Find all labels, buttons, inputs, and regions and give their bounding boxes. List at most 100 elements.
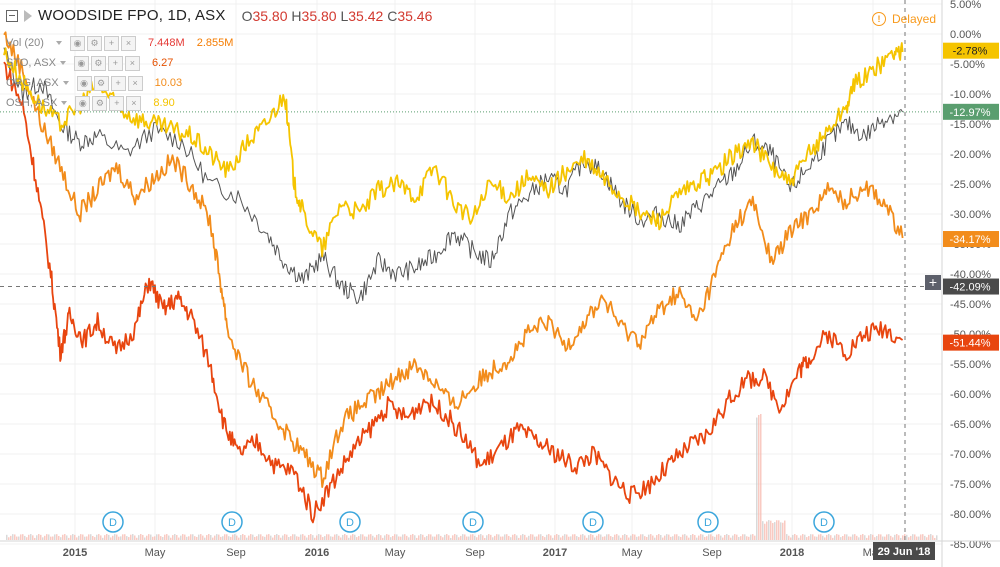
volume-bar: [130, 534, 132, 540]
volume-bar: [580, 534, 582, 540]
volume-bar: [868, 535, 870, 540]
volume-bar: [718, 534, 720, 540]
volume-bar: [406, 535, 408, 540]
volume-bar: [626, 534, 628, 540]
end-label-osh: -2.78%: [943, 42, 999, 59]
x-tick-label: Sep: [702, 547, 722, 559]
eye-icon[interactable]: ◉: [70, 35, 85, 51]
volume-bar: [344, 534, 346, 540]
dividend-marker: D: [102, 511, 124, 533]
volume-bar: [758, 414, 760, 540]
volume-bar: [182, 534, 184, 540]
volume-bar: [196, 536, 198, 540]
volume-bar: [148, 534, 150, 540]
volume-bar: [264, 536, 266, 540]
legend-row[interactable]: Vol (20) ◉ ⚙ + × 7.448M 2.855M: [6, 33, 233, 53]
volume-bar: [814, 536, 816, 540]
eye-icon[interactable]: ◉: [73, 55, 89, 71]
volume-bar: [652, 535, 654, 540]
volume-bar: [430, 534, 432, 540]
delayed-indicator[interactable]: ! Delayed: [871, 12, 936, 26]
chevron-down-icon[interactable]: [62, 81, 69, 85]
volume-bar: [212, 537, 214, 540]
gear-icon[interactable]: ⚙: [90, 55, 106, 71]
volume-bar: [662, 537, 664, 540]
volume-bar: [54, 534, 56, 540]
chevron-down-icon[interactable]: [56, 41, 62, 45]
volume-bar: [342, 534, 344, 540]
plus-icon[interactable]: +: [110, 75, 126, 91]
gear-icon[interactable]: ⚙: [87, 35, 102, 51]
close-icon[interactable]: ×: [124, 55, 140, 71]
chevron-down-icon[interactable]: [61, 101, 68, 105]
plus-icon[interactable]: +: [107, 55, 123, 71]
volume-bar: [856, 535, 858, 540]
add-crosshair-button[interactable]: +: [925, 275, 941, 290]
volume-bar: [208, 534, 210, 540]
volume-bar: [78, 535, 80, 540]
volume-bar: [716, 534, 718, 540]
legend-buttons: ◉ ⚙ + ×: [73, 55, 140, 71]
dividend-circle: [102, 511, 124, 533]
volume-bar: [922, 534, 924, 540]
legend-row[interactable]: ORG, ASX ◉ ⚙ + × 10.03: [6, 73, 233, 93]
volume-bar: [916, 536, 918, 540]
volume-bar: [686, 535, 688, 540]
eye-icon[interactable]: ◉: [76, 75, 92, 91]
gear-icon[interactable]: ⚙: [93, 75, 109, 91]
volume-bar: [732, 535, 734, 540]
flag-icon[interactable]: [24, 9, 32, 22]
eye-icon[interactable]: ◉: [75, 95, 91, 111]
volume-bar: [828, 534, 830, 540]
volume-bar: [436, 534, 438, 540]
volume-bar: [684, 534, 686, 540]
end-label-org: -34.17%: [943, 231, 999, 248]
close-icon[interactable]: ×: [127, 75, 143, 91]
x-tick-label: May: [622, 547, 643, 559]
volume-bar: [360, 534, 362, 540]
volume-bar: [458, 537, 460, 540]
series-line-org: [3, 31, 904, 488]
volume-bar: [600, 534, 602, 540]
volume-bar: [364, 536, 366, 540]
end-label-osh-text: -2.78%: [953, 46, 988, 58]
y-tick-label: -30.00%: [950, 209, 991, 221]
volume-bar: [666, 534, 668, 540]
volume-bar: [794, 534, 796, 540]
volume-bar: [152, 536, 154, 540]
volume-bar: [236, 535, 238, 540]
volume-bar: [330, 536, 332, 540]
legend-row[interactable]: OSH, ASX ◉ ⚙ + × 8.90: [6, 93, 233, 113]
volume-bar: [912, 534, 914, 540]
volume-bar: [266, 534, 268, 540]
chevron-down-icon[interactable]: [59, 61, 66, 65]
end-label-wpl: -12.97%: [943, 103, 999, 120]
x-tick-label: May: [145, 547, 166, 559]
volume-bar: [782, 522, 784, 540]
volume-bar: [930, 534, 932, 540]
gear-icon[interactable]: ⚙: [92, 95, 108, 111]
dividend-circle: [339, 511, 361, 533]
volume-bar: [14, 534, 16, 540]
volume-bar: [892, 537, 894, 540]
volume-bar: [116, 534, 118, 540]
volume-bar: [788, 535, 790, 540]
volume-bar: [24, 535, 26, 540]
plus-icon[interactable]: +: [104, 35, 119, 51]
x-tick-label: 2016: [305, 547, 329, 559]
volume-bar: [934, 537, 936, 540]
volume-bar: [432, 536, 434, 540]
volume-bar: [712, 536, 714, 540]
volume-bar: [52, 536, 54, 540]
volume-bar: [306, 537, 308, 540]
close-icon[interactable]: ×: [121, 35, 136, 51]
volume-bar: [164, 534, 166, 540]
plus-icon[interactable]: +: [109, 95, 125, 111]
dividend-marker: D: [221, 511, 243, 533]
collapse-icon[interactable]: [6, 9, 18, 22]
volume-bar: [528, 535, 530, 540]
volume-bar: [886, 534, 888, 540]
close-icon[interactable]: ×: [126, 95, 142, 111]
legend-row[interactable]: STO, ASX ◉ ⚙ + × 6.27: [6, 53, 233, 73]
